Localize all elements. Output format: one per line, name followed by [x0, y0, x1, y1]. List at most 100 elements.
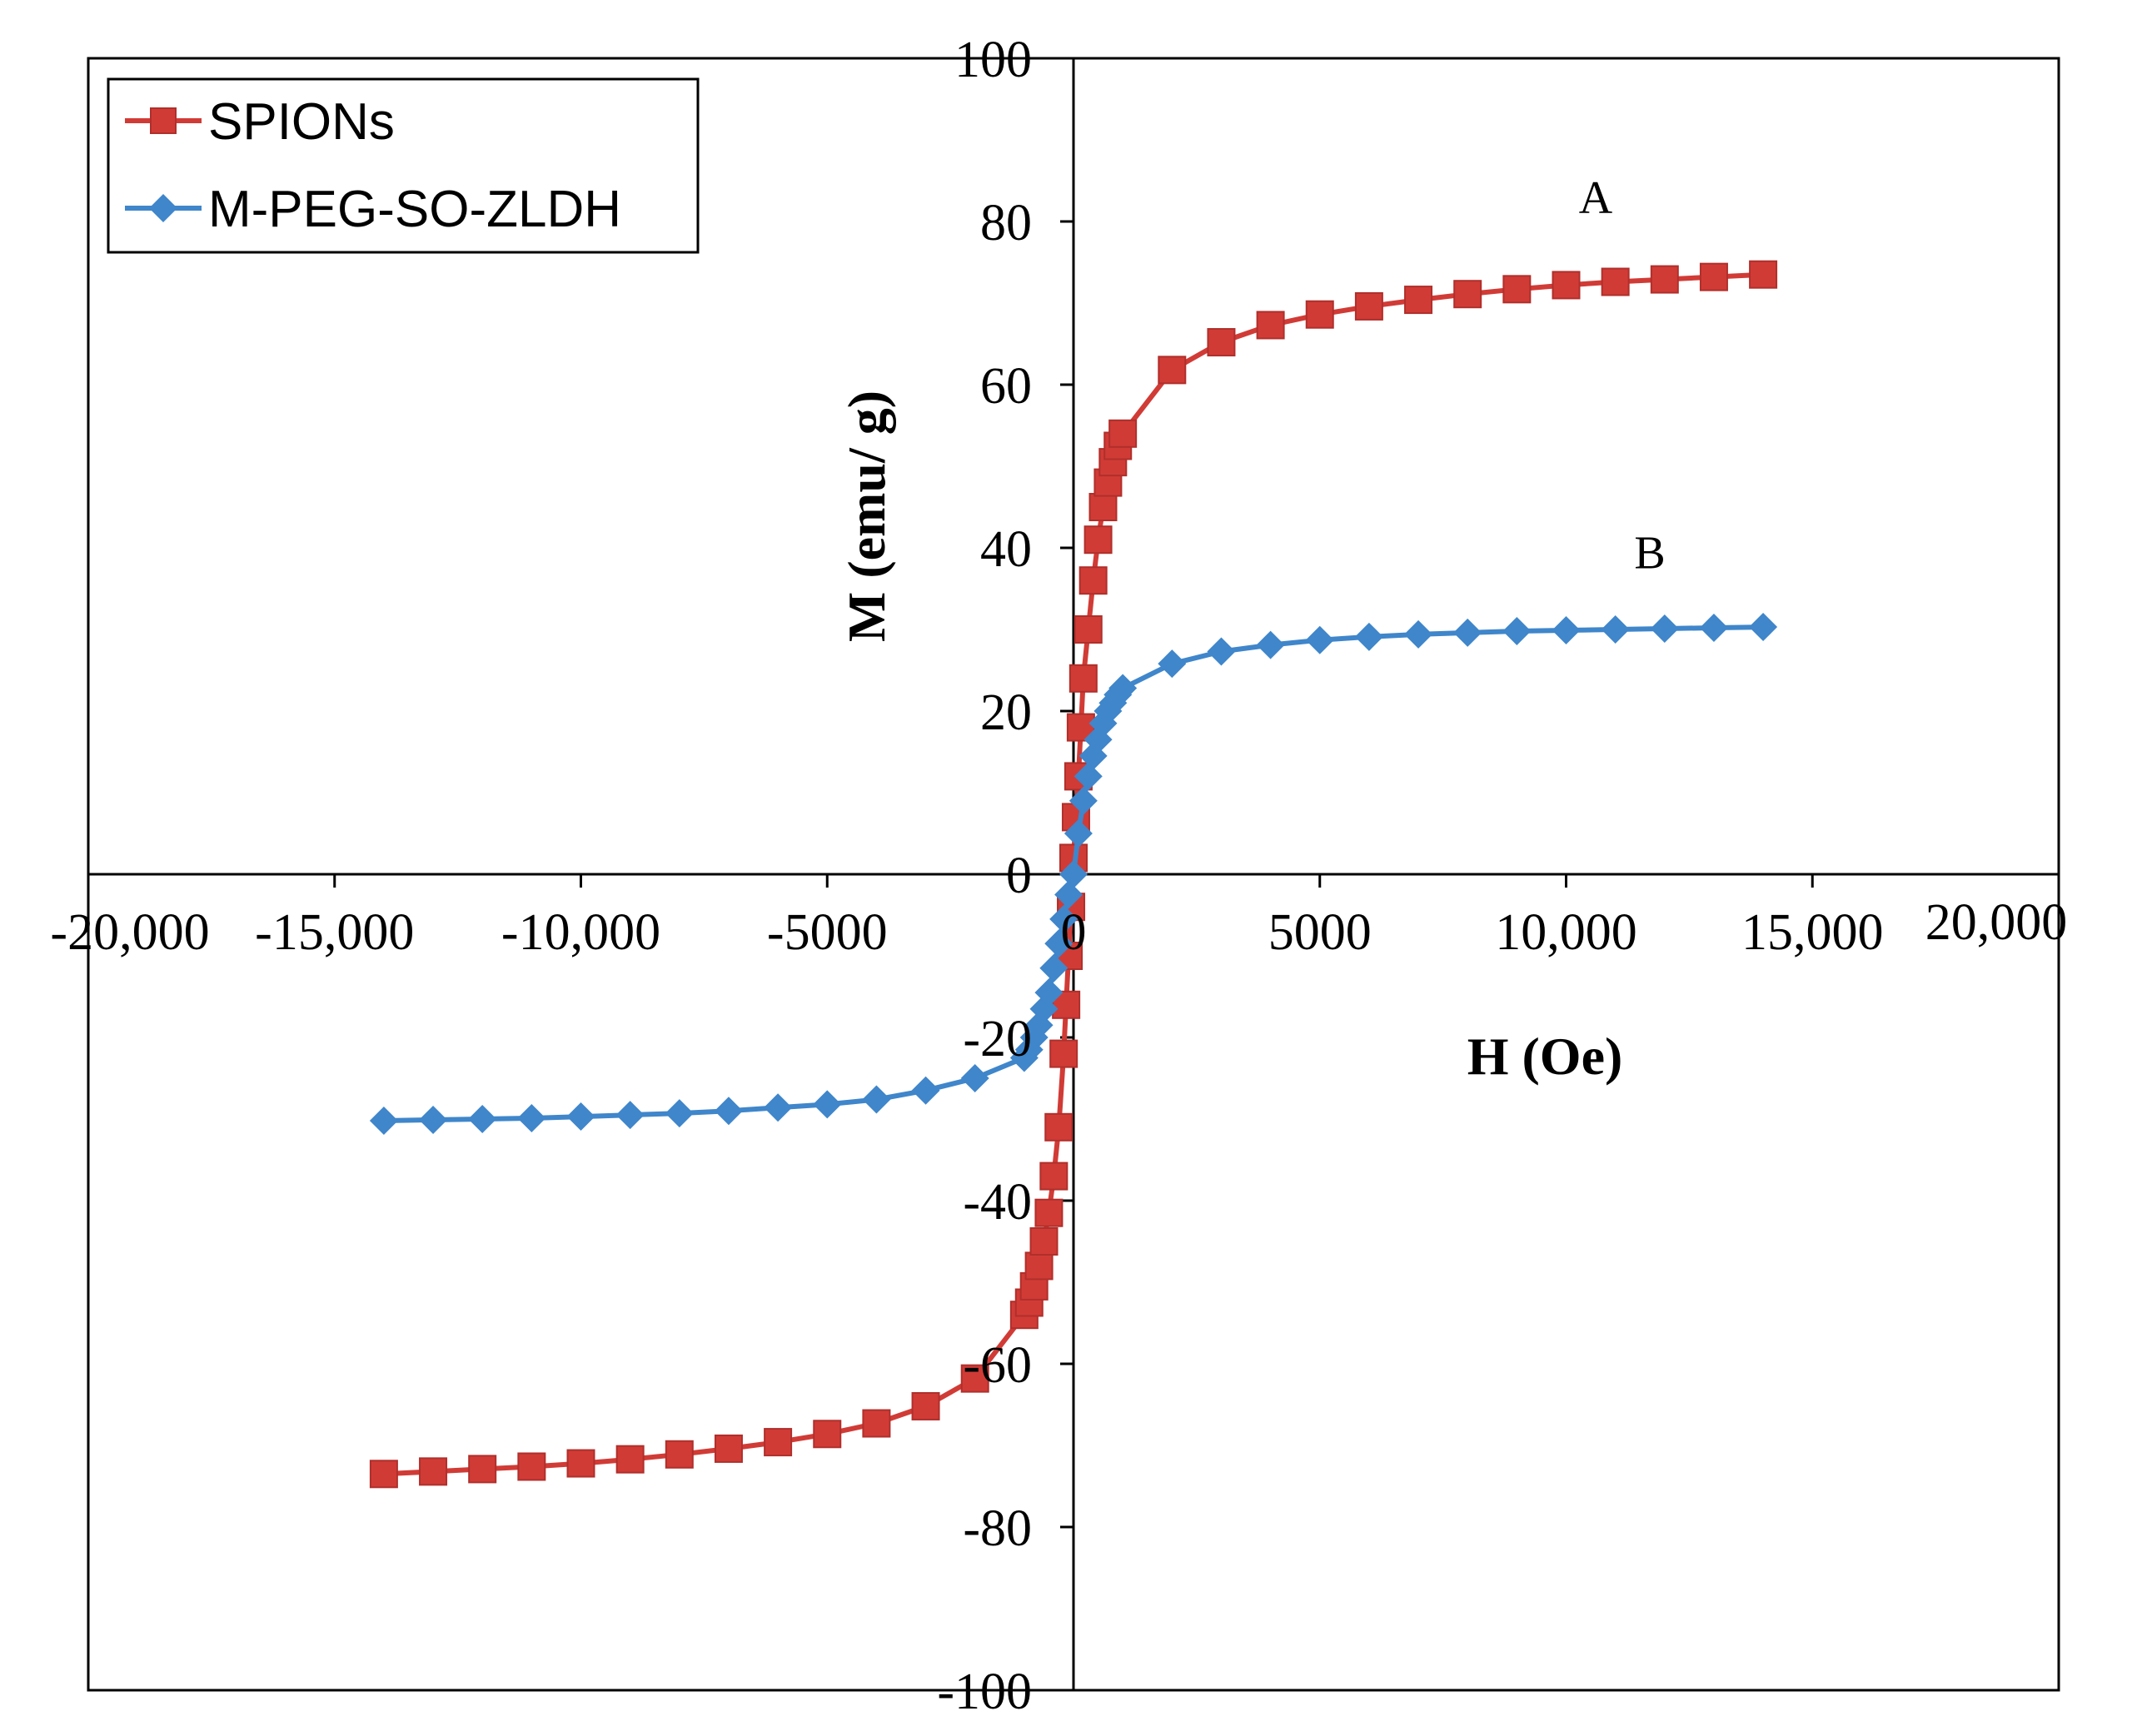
- data-point: [1039, 953, 1069, 982]
- x-tick-label: -5000: [767, 904, 888, 961]
- legend: SPIONs M-PEG-SO-ZLDH: [107, 77, 700, 254]
- data-point: [1552, 615, 1581, 644]
- curve-label-b: B: [1634, 528, 1665, 579]
- x-tick-label: 10,000: [1495, 904, 1637, 961]
- y-tick-label: 0: [1006, 848, 1032, 904]
- tick-labels: -20,000 -15,000 -10,000 -5000 0 5000 10,000 15,…: [50, 32, 2067, 1720]
- data-point: [1650, 265, 1679, 294]
- x-tick-label: 20,000: [1925, 894, 2068, 951]
- data-point: [714, 1434, 743, 1463]
- data-point: [1404, 619, 1433, 649]
- series-layer: [369, 260, 1778, 1489]
- data-point: [960, 1364, 989, 1393]
- legend-marker-spions: [150, 107, 177, 134]
- data-point: [1502, 616, 1532, 645]
- data-point: [1749, 613, 1778, 642]
- data-point: [468, 1455, 497, 1484]
- data-point: [1699, 614, 1728, 643]
- y-tick-label: -100: [937, 1664, 1032, 1720]
- y-tick-label: 80: [980, 195, 1032, 251]
- data-point: [1029, 1227, 1059, 1256]
- data-point: [764, 1093, 793, 1122]
- x-axis-title: H (Oe): [1467, 1027, 1623, 1086]
- data-point: [419, 1457, 448, 1486]
- data-point: [1354, 622, 1383, 651]
- data-point: [1044, 1112, 1073, 1142]
- data-point: [1601, 615, 1630, 644]
- legend-label-spions: SPIONs: [208, 93, 395, 151]
- curve-label-a: A: [1579, 172, 1613, 224]
- data-point: [911, 1076, 940, 1105]
- data-point: [517, 1104, 546, 1133]
- data-point: [1069, 664, 1098, 693]
- data-point: [1158, 356, 1187, 385]
- data-point: [1453, 280, 1482, 309]
- data-point: [813, 1090, 842, 1119]
- data-point: [1034, 1198, 1064, 1227]
- data-point: [1108, 419, 1138, 448]
- data-point: [1073, 762, 1103, 791]
- data-point: [1552, 271, 1581, 300]
- data-point: [1256, 311, 1285, 340]
- data-point: [1207, 328, 1236, 357]
- x-tick-label: 15,000: [1741, 904, 1884, 961]
- data-point: [1049, 904, 1078, 933]
- data-point: [813, 1420, 842, 1449]
- x-tick-label: -15,000: [255, 904, 414, 961]
- annotations: AB: [1579, 172, 1666, 579]
- y-tick-label: -60: [963, 1337, 1032, 1394]
- data-point: [862, 1085, 891, 1114]
- y-tick-label: 20: [980, 684, 1032, 741]
- y-axis-title: M (emu/ g): [837, 390, 896, 642]
- data-point: [1054, 880, 1083, 909]
- x-tick-label: 0: [1061, 904, 1087, 961]
- x-tick-label: 5000: [1268, 904, 1372, 961]
- data-point: [1305, 625, 1334, 654]
- data-point: [566, 1449, 595, 1478]
- data-point: [665, 1440, 694, 1469]
- data-point: [764, 1428, 793, 1457]
- data-point: [1059, 860, 1088, 888]
- data-point: [1207, 637, 1236, 666]
- data-point: [1749, 260, 1778, 289]
- data-point: [1024, 1251, 1054, 1281]
- y-tick-label: -40: [963, 1174, 1032, 1231]
- data-point: [1078, 566, 1108, 595]
- data-point: [1073, 615, 1103, 644]
- legend-marker-mpeg: [149, 194, 177, 222]
- data-point: [1064, 819, 1093, 848]
- data-point: [960, 1064, 989, 1092]
- data-point: [1034, 978, 1064, 1007]
- legend-label-mpeg: M-PEG-SO-ZLDH: [208, 181, 621, 238]
- data-point: [1069, 786, 1098, 815]
- data-point: [517, 1452, 546, 1481]
- data-point: [369, 1460, 398, 1489]
- data-point: [1354, 291, 1383, 321]
- data-point: [1453, 618, 1482, 647]
- y-tick-label: -80: [963, 1500, 1032, 1557]
- data-point: [1088, 493, 1118, 521]
- data-point: [1699, 262, 1728, 291]
- data-point: [862, 1409, 891, 1438]
- data-point: [1158, 649, 1187, 679]
- y-tick-label: 60: [980, 358, 1032, 415]
- legend-box: [107, 77, 700, 254]
- data-point: [665, 1099, 694, 1128]
- data-point: [615, 1101, 645, 1130]
- data-point: [468, 1105, 497, 1133]
- data-point: [1083, 525, 1113, 555]
- data-point: [566, 1102, 595, 1132]
- data-point: [714, 1097, 743, 1126]
- data-point: [1256, 630, 1285, 659]
- data-point: [1601, 267, 1630, 296]
- data-point: [1305, 300, 1334, 329]
- data-point: [369, 1106, 398, 1135]
- data-point: [1502, 275, 1532, 304]
- data-point: [1049, 1039, 1078, 1068]
- series-m-peg-so-zldh: [369, 613, 1778, 1135]
- data-point: [1039, 1161, 1069, 1191]
- y-tick-label: -20: [963, 1011, 1032, 1067]
- x-tick-label: -10,000: [501, 904, 660, 961]
- x-tick-label: -20,000: [50, 904, 209, 961]
